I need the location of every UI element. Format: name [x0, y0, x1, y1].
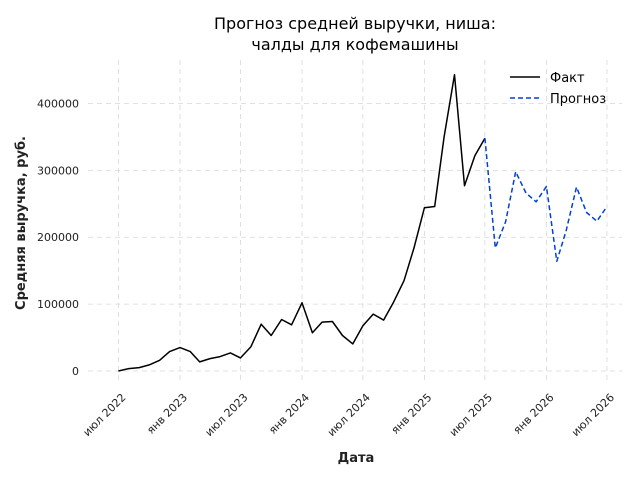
chart-title-line-2: чалды для кофемашины — [251, 35, 458, 54]
x-tick-label: янв 2024 — [266, 391, 312, 437]
y-tick-label: 400000 — [37, 97, 79, 110]
legend: Факт Прогноз — [510, 71, 606, 107]
tick-labels: 0 100000 200000 300000 400000 июл 2022 янв 202… — [37, 97, 617, 439]
x-tick-label: июл 2024 — [325, 391, 373, 439]
legend-label-fact: Факт — [550, 71, 585, 86]
x-tick-label: янв 2023 — [144, 391, 190, 437]
y-tick-label: 100000 — [37, 298, 79, 311]
y-tick-label: 200000 — [37, 231, 79, 244]
series-line-forecast — [484, 138, 608, 263]
x-tick-label: июл 2023 — [203, 391, 251, 439]
series-lines — [118, 73, 608, 372]
legend-label-forecast: Прогноз — [550, 92, 606, 107]
x-tick-label: июл 2022 — [81, 391, 129, 439]
x-tick-label: июл 2025 — [447, 391, 495, 439]
y-axis-label: Средняя выручка, руб. — [14, 136, 29, 310]
x-tick-label: янв 2026 — [511, 391, 557, 437]
grid — [88, 60, 622, 383]
y-tick-label: 300000 — [37, 164, 79, 177]
series-line-fact — [118, 73, 486, 372]
x-tick-label: янв 2025 — [389, 391, 435, 437]
x-axis-label: Дата — [338, 451, 375, 466]
x-tick-label: июл 2026 — [569, 391, 617, 439]
chart-title-line-1: Прогноз средней выручки, ниша: — [214, 14, 496, 33]
y-tick-label: 0 — [72, 365, 79, 378]
